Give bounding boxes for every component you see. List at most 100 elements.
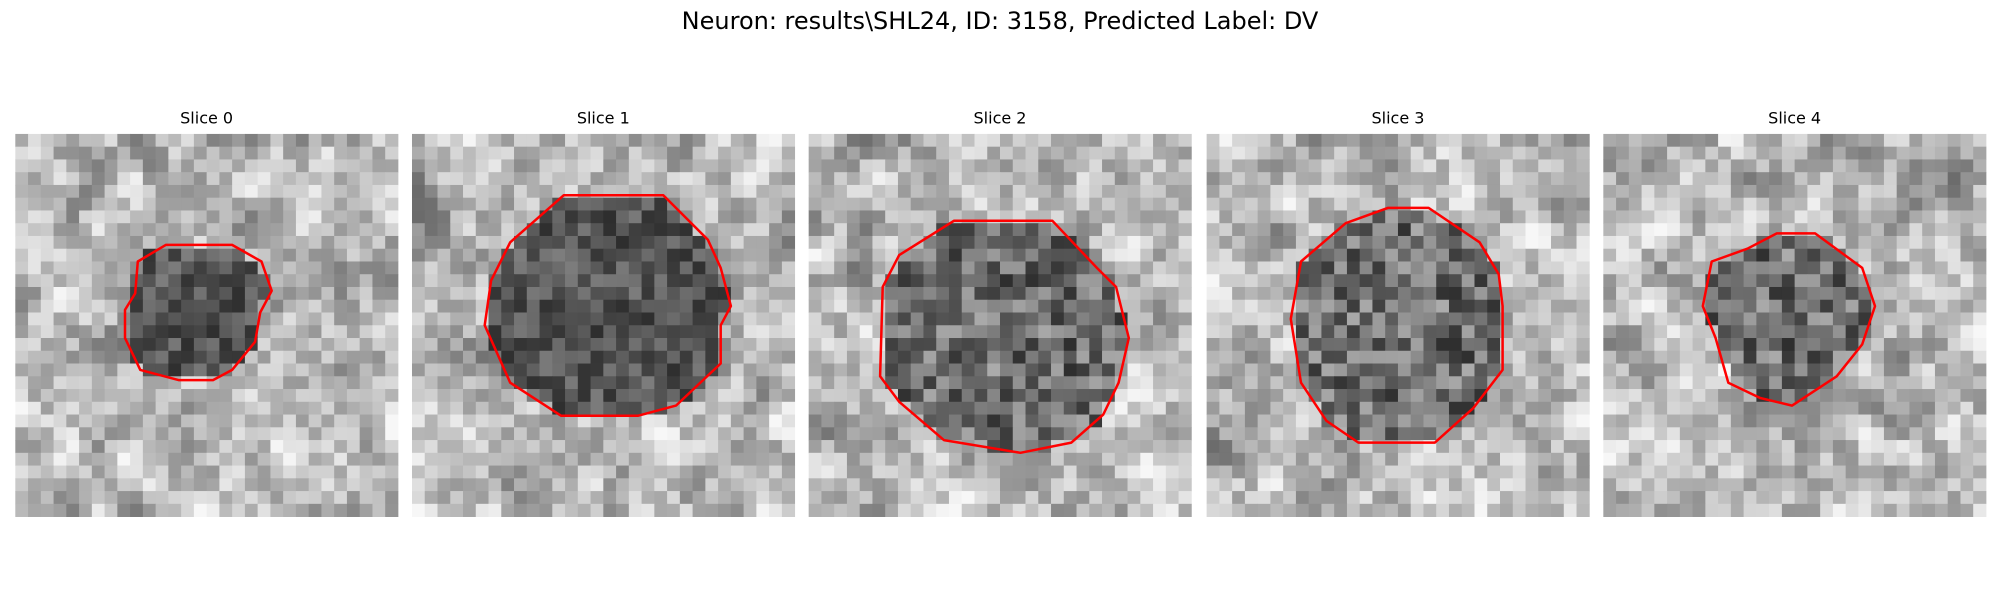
pixel: [1563, 478, 1577, 492]
pixel: [1448, 274, 1463, 288]
pixel: [641, 286, 655, 301]
pixel: [1232, 274, 1246, 288]
pixel: [463, 146, 477, 160]
pixel: [181, 376, 195, 390]
pixel: [781, 286, 796, 301]
pixel: [974, 491, 988, 505]
pixel: [1127, 503, 1141, 517]
pixel: [1372, 401, 1386, 415]
pixel: [923, 274, 937, 288]
pixel: [1820, 478, 1834, 492]
pixel: [372, 389, 386, 403]
pixel: [1410, 146, 1424, 160]
pixel: [514, 210, 528, 224]
pixel: [961, 491, 975, 505]
pixel: [1385, 261, 1399, 275]
pixel: [1551, 172, 1565, 186]
pixel: [667, 414, 681, 428]
pixel: [846, 503, 861, 517]
pixel: [1628, 286, 1642, 301]
pixel: [730, 491, 745, 505]
pixel: [1000, 427, 1014, 441]
pixel: [79, 261, 93, 275]
pixel: [834, 184, 848, 199]
pixel: [1832, 465, 1847, 479]
pixel: [168, 286, 182, 301]
pixel: [1178, 478, 1192, 492]
pixel: [219, 376, 233, 390]
pixel: [1858, 452, 1872, 466]
pixel: [1781, 440, 1796, 454]
pixel: [987, 338, 1001, 352]
pixel: [1153, 325, 1167, 339]
pixel: [781, 503, 796, 517]
pixel: [53, 286, 67, 301]
pixel: [1038, 503, 1052, 517]
pixel: [539, 146, 553, 160]
pixel: [1063, 465, 1077, 479]
pixel: [1947, 389, 1961, 403]
pixel: [66, 248, 80, 262]
pixel: [641, 427, 655, 441]
pixel: [346, 363, 361, 377]
pixel: [475, 503, 489, 517]
pixel: [1654, 325, 1668, 339]
pixel: [936, 401, 950, 415]
pixel: [1525, 312, 1539, 326]
pixel: [834, 376, 848, 390]
pixel: [181, 452, 195, 466]
pixel: [1063, 286, 1077, 301]
pixel: [1563, 172, 1577, 186]
pixel: [1730, 235, 1745, 250]
pixel: [641, 389, 655, 403]
pixel: [1165, 440, 1179, 454]
pixel: [168, 274, 182, 288]
pixel: [1909, 478, 1923, 492]
pixel: [1743, 312, 1757, 326]
pixel: [667, 235, 681, 250]
pixel: [1973, 491, 1987, 505]
pixel: [206, 210, 220, 224]
pixel: [308, 452, 322, 466]
pixel: [1295, 491, 1310, 505]
pixel: [1654, 389, 1668, 403]
pixel: [552, 261, 566, 275]
pixel: [1423, 146, 1437, 160]
pixel: [1756, 427, 1770, 441]
pixel: [1781, 312, 1796, 326]
pixel: [1934, 478, 1949, 492]
pixel: [15, 197, 29, 211]
pixel: [1038, 350, 1052, 364]
pixel: [1114, 197, 1128, 211]
pixel: [104, 210, 118, 224]
pixel: [450, 210, 464, 224]
pixel: [1206, 389, 1220, 403]
pixel: [193, 184, 208, 199]
pixel: [346, 133, 361, 148]
pixel: [1679, 427, 1694, 441]
pixel: [1474, 427, 1488, 441]
pixel: [1756, 184, 1770, 199]
pixel: [1295, 235, 1310, 250]
pixel: [206, 235, 220, 250]
pixel: [1973, 440, 1987, 454]
pixel: [1165, 363, 1179, 377]
pixel: [705, 286, 719, 301]
pixel: [654, 440, 668, 454]
pixel: [692, 414, 706, 428]
pixel: [1461, 414, 1475, 428]
pixel: [846, 452, 861, 466]
pixel: [1308, 465, 1322, 479]
pixel: [1000, 363, 1014, 377]
pixel: [1487, 491, 1501, 505]
pixel: [308, 376, 322, 390]
pixel: [1308, 376, 1322, 390]
pixel: [859, 299, 873, 313]
pixel: [885, 389, 899, 403]
pixel: [1397, 338, 1412, 352]
pixel: [66, 465, 80, 479]
pixel: [1270, 491, 1284, 505]
pixel: [577, 133, 591, 148]
pixel: [1089, 389, 1103, 403]
pixel: [1896, 452, 1910, 466]
